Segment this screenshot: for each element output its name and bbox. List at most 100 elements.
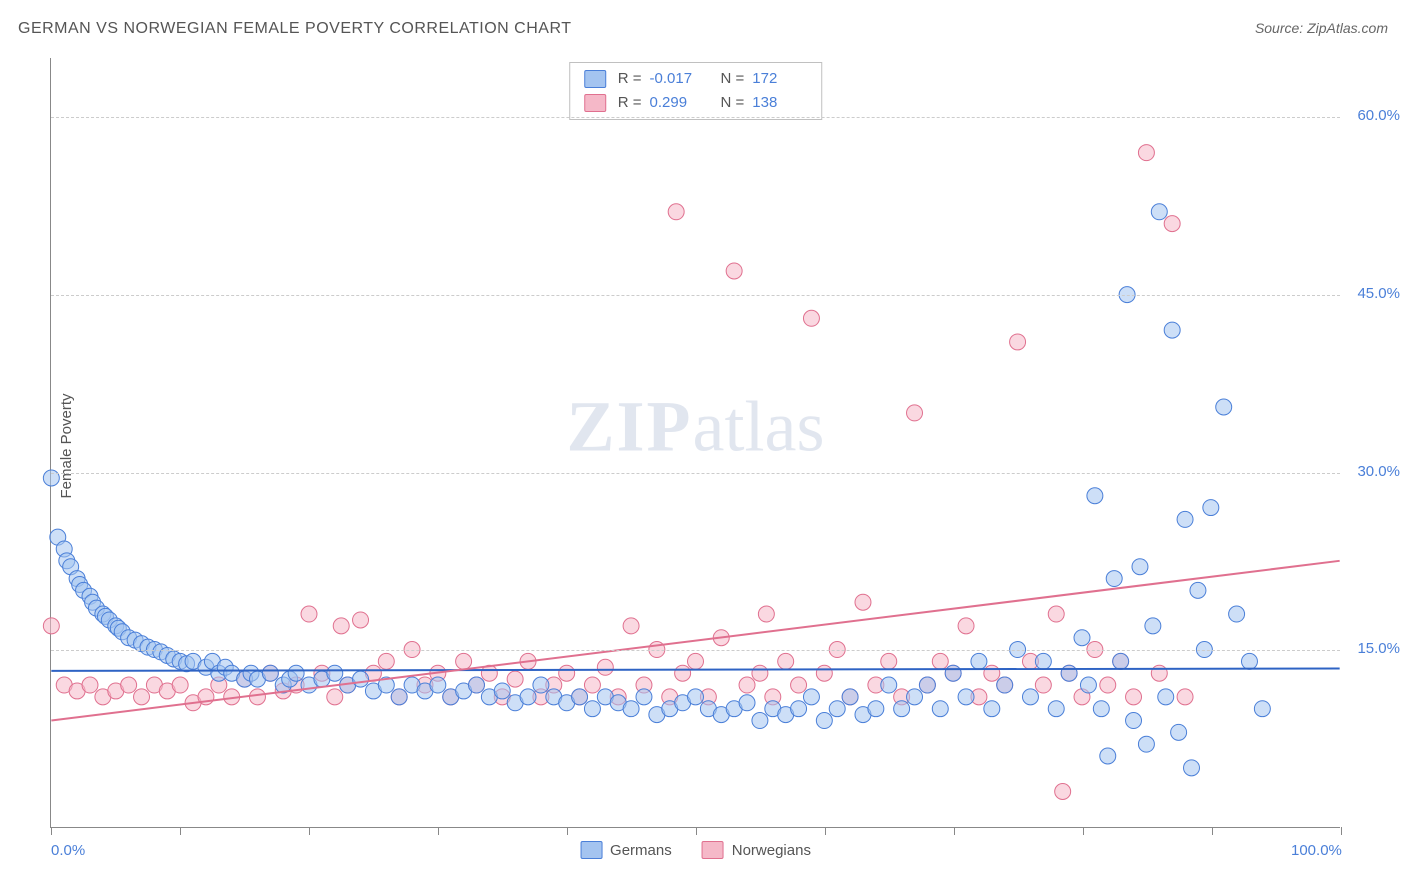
data-point <box>1113 653 1129 669</box>
data-point <box>1171 724 1187 740</box>
legend-swatch <box>580 841 602 859</box>
data-point <box>881 653 897 669</box>
grid-line <box>51 295 1340 296</box>
x-tick <box>1341 827 1342 835</box>
grid-line <box>51 473 1340 474</box>
data-point <box>932 701 948 717</box>
data-point <box>1254 701 1270 717</box>
data-point <box>1035 653 1051 669</box>
data-point <box>507 671 523 687</box>
data-point <box>1074 630 1090 646</box>
data-point <box>353 612 369 628</box>
data-point <box>868 701 884 717</box>
legend-swatch <box>584 94 606 112</box>
data-point <box>623 701 639 717</box>
data-point <box>971 653 987 669</box>
data-point <box>758 606 774 622</box>
data-point <box>584 677 600 693</box>
data-point <box>668 204 684 220</box>
data-point <box>688 653 704 669</box>
data-point <box>816 665 832 681</box>
data-point <box>327 689 343 705</box>
data-point <box>1080 677 1096 693</box>
data-point <box>1216 399 1232 415</box>
data-point <box>1126 713 1142 729</box>
data-point <box>353 671 369 687</box>
data-point <box>288 665 304 681</box>
stats-n-label: N = <box>721 91 745 115</box>
data-point <box>1164 216 1180 232</box>
stats-n-label: N = <box>721 67 745 91</box>
legend-swatch <box>702 841 724 859</box>
data-point <box>855 594 871 610</box>
stats-r-value: 0.299 <box>650 91 705 115</box>
data-point <box>1190 582 1206 598</box>
data-point <box>559 665 575 681</box>
data-point <box>301 606 317 622</box>
data-point <box>881 677 897 693</box>
chart-svg <box>51 58 1340 827</box>
data-point <box>1100 748 1116 764</box>
data-point <box>803 689 819 705</box>
data-point <box>997 677 1013 693</box>
data-point <box>791 677 807 693</box>
x-tick <box>309 827 310 835</box>
data-point <box>1132 559 1148 575</box>
data-point <box>688 689 704 705</box>
chart-title: GERMAN VS NORWEGIAN FEMALE POVERTY CORRE… <box>18 20 572 38</box>
data-point <box>572 689 588 705</box>
data-point <box>945 665 961 681</box>
grid-line <box>51 117 1340 118</box>
data-point <box>1022 689 1038 705</box>
data-point <box>1010 334 1026 350</box>
data-point <box>907 689 923 705</box>
stats-r-value: -0.017 <box>650 67 705 91</box>
x-tick <box>1083 827 1084 835</box>
y-tick-label: 15.0% <box>1357 640 1400 657</box>
data-point <box>262 665 278 681</box>
y-tick-label: 30.0% <box>1357 463 1400 480</box>
data-point <box>842 689 858 705</box>
data-point <box>121 677 137 693</box>
data-point <box>1145 618 1161 634</box>
data-point <box>829 701 845 717</box>
data-point <box>1158 689 1174 705</box>
data-point <box>1138 145 1154 161</box>
x-tick <box>51 827 52 835</box>
data-point <box>958 689 974 705</box>
data-point <box>249 689 265 705</box>
data-point <box>1100 677 1116 693</box>
stats-r-label: R = <box>618 91 642 115</box>
data-point <box>1106 571 1122 587</box>
x-tick <box>1212 827 1213 835</box>
plot-area: ZIPatlas R = -0.017N = 172R = 0.299N = 1… <box>50 58 1340 828</box>
data-point <box>333 618 349 634</box>
data-point <box>1055 784 1071 800</box>
data-point <box>1087 488 1103 504</box>
data-point <box>1048 606 1064 622</box>
data-point <box>752 665 768 681</box>
data-point <box>791 701 807 717</box>
data-point <box>1138 736 1154 752</box>
data-point <box>984 701 1000 717</box>
data-point <box>932 653 948 669</box>
data-point <box>1061 665 1077 681</box>
data-point <box>378 653 394 669</box>
stats-n-value: 172 <box>752 67 807 91</box>
x-tick <box>954 827 955 835</box>
legend-swatch <box>584 70 606 88</box>
source-attribution: Source: ZipAtlas.com <box>1255 20 1388 36</box>
data-point <box>803 310 819 326</box>
data-point <box>597 659 613 675</box>
data-point <box>172 677 188 693</box>
data-point <box>1177 511 1193 527</box>
stats-r-label: R = <box>618 67 642 91</box>
legend-item: Norwegians <box>702 841 811 859</box>
data-point <box>327 665 343 681</box>
data-point <box>430 677 446 693</box>
stats-n-value: 138 <box>752 91 807 115</box>
legend-label: Norwegians <box>732 842 811 859</box>
data-point <box>1151 204 1167 220</box>
legend-label: Germans <box>610 842 672 859</box>
data-point <box>984 665 1000 681</box>
